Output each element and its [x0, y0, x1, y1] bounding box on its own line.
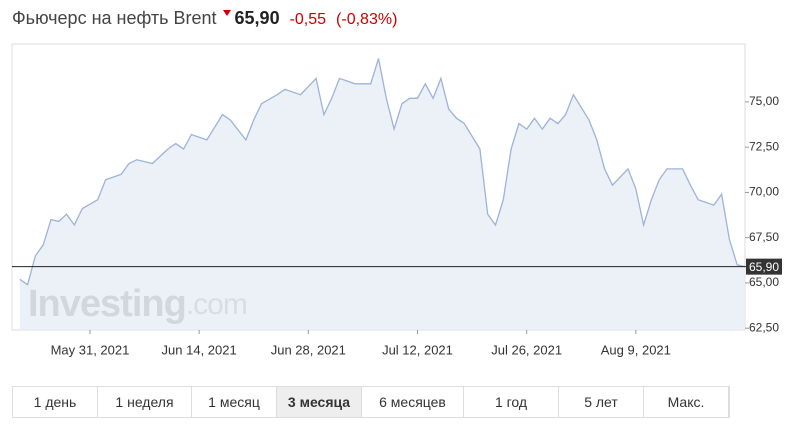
x-tick-label: Jun 14, 2021 — [162, 342, 237, 357]
x-tick-label: Jul 12, 2021 — [382, 342, 453, 357]
x-tick-label: May 31, 2021 — [51, 342, 130, 357]
range-buttons: 1 день 1 неделя 1 месяц 3 месяца 6 месяцев 1 … — [12, 386, 730, 418]
y-tick-label: 75,00 — [749, 94, 779, 108]
y-tick-label: 72,50 — [749, 139, 779, 153]
y-tick-label: 62,50 — [749, 320, 779, 334]
price-tag-label: 65,90 — [749, 260, 779, 274]
y-tick-label: 65,00 — [749, 275, 779, 289]
y-tick-label: 67,50 — [749, 230, 779, 244]
range-button[interactable]: 1 день — [13, 387, 98, 417]
range-button[interactable]: Макс. — [644, 387, 729, 417]
x-tick-label: Jun 28, 2021 — [271, 342, 346, 357]
header: Фьючерс на нефть Brent 65,90 -0,55 (-0,83%) — [12, 8, 403, 29]
change-pct: (-0,83%) — [336, 11, 398, 28]
range-button[interactable]: 6 месяцев — [362, 387, 464, 417]
chart: Investing.com62,5065,0067,5070,0072,5075… — [11, 43, 782, 357]
x-tick-label: Aug 9, 2021 — [601, 342, 671, 357]
y-tick-label: 70,00 — [749, 185, 779, 199]
down-icon — [222, 10, 231, 16]
range-button[interactable]: 1 месяц — [192, 387, 277, 417]
range-button[interactable]: 5 лет — [559, 387, 644, 417]
line — [19, 58, 746, 286]
change: -0,55 — [289, 11, 327, 28]
area — [19, 58, 746, 330]
title: Фьючерс на нефть Brent — [12, 8, 217, 28]
x-tick-label: Jul 26, 2021 — [491, 342, 562, 357]
range-button[interactable]: 1 неделя — [98, 387, 192, 417]
price: 65,90 — [234, 8, 280, 28]
price-tag — [746, 258, 782, 275]
range-button[interactable]: 1 год — [464, 387, 559, 417]
range-button[interactable]: 3 месяца — [277, 387, 362, 417]
